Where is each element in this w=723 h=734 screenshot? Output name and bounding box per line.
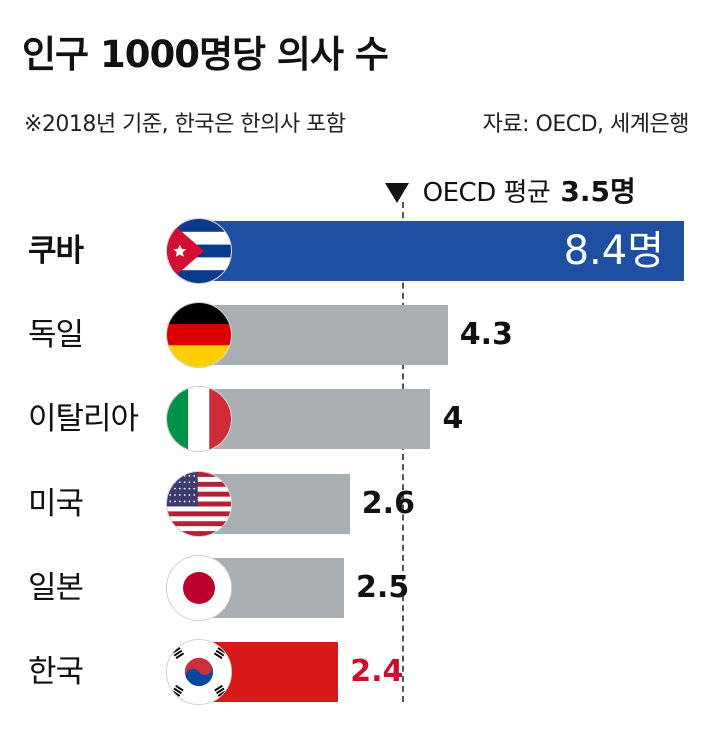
italy-flag-icon (166, 386, 232, 453)
country-label: 이탈리아 (28, 401, 139, 438)
bar-row: 미국 2.6 (0, 470, 723, 537)
bar-row: 독일 4.3 (0, 302, 723, 369)
bar (200, 305, 448, 366)
data-label: 2.6 (361, 485, 415, 521)
korea-flag-icon (166, 639, 232, 705)
oecd-average-text: OECD 평균 (422, 178, 551, 208)
chart-note: ※2018년 기준, 한국은 한의사 포함 (24, 112, 346, 137)
country-label: 미국 (28, 485, 84, 522)
chart-title: 인구 1000명당 의사 수 (22, 33, 389, 76)
data-label: 2.4 (350, 654, 404, 689)
data-label: 2.5 (356, 569, 410, 605)
cuba-flag-icon (166, 218, 232, 284)
bar-row: 쿠바 8.4명 (0, 218, 723, 284)
down-triangle-icon (384, 183, 409, 203)
oecd-average-value: 3.5명 (560, 175, 636, 208)
japan-flag-icon (166, 554, 232, 621)
chart-source: 자료: OECD, 세계은행 (482, 112, 690, 137)
data-label: 8.4명 (563, 228, 664, 274)
bar-row: 일본 2.5 (0, 554, 723, 621)
country-label: 독일 (28, 317, 84, 354)
country-label: 한국 (28, 654, 84, 690)
country-label: 쿠바 (28, 233, 84, 269)
oecd-average-line (401, 202, 404, 702)
bar (200, 221, 684, 281)
bar-row: 이탈리아 4 (0, 386, 723, 453)
bar-row: 한국 2.4 (0, 639, 723, 705)
country-label: 일본 (28, 569, 84, 606)
data-label: 4 (442, 401, 464, 437)
bar (200, 389, 431, 450)
usa-flag-icon (166, 470, 232, 537)
oecd-average-label: OECD 평균 3.5명 (384, 170, 636, 210)
germany-flag-icon (166, 302, 232, 369)
data-label: 4.3 (459, 317, 513, 353)
